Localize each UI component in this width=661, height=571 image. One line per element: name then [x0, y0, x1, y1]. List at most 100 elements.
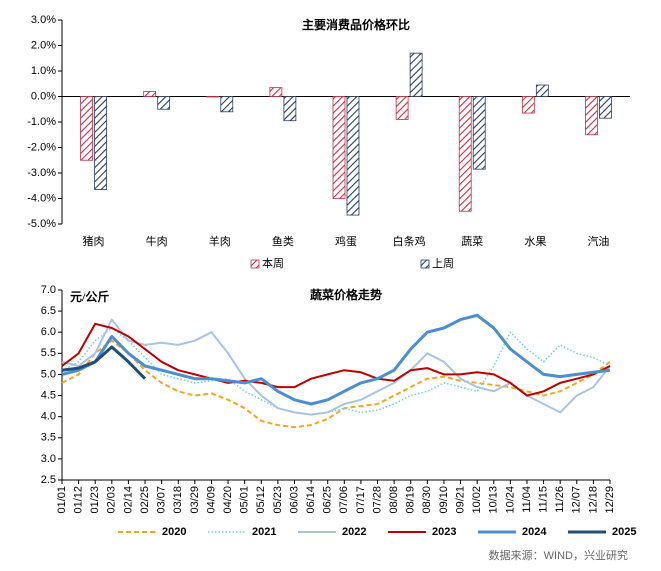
- legend-label: 2022: [342, 526, 366, 538]
- x-tick-label: 03/29: [189, 486, 201, 514]
- y-tick-label: -4.0%: [27, 192, 56, 204]
- x-tick-label: 03/07: [156, 486, 168, 514]
- legend-swatch: [420, 259, 430, 269]
- x-tick-label: 06/14: [305, 486, 317, 514]
- legend-label: 2025: [612, 526, 636, 538]
- legend-label: 2024: [522, 526, 547, 538]
- bar: [143, 91, 157, 97]
- series-line: [61, 322, 611, 397]
- y-tick-label: 7.0: [41, 284, 56, 296]
- x-tick-label: 08/08: [388, 486, 400, 514]
- x-tick-label: 07/17: [355, 486, 367, 514]
- x-tick-label: 12/29: [604, 486, 616, 514]
- y-tick-label: 3.0: [41, 453, 56, 465]
- x-tick-label: 03/18: [172, 486, 184, 514]
- y-tick-label: 5.5: [41, 347, 56, 359]
- bar: [409, 52, 423, 97]
- x-tick-label: 12/07: [571, 486, 583, 514]
- bar: [521, 96, 535, 114]
- x-tick-label: 鸡蛋: [335, 234, 357, 248]
- x-tick-label: 10/24: [504, 486, 516, 514]
- y-tick-label: -5.0%: [27, 218, 56, 230]
- legend-label: 上周: [432, 257, 454, 270]
- x-tick-label: 02/14: [122, 486, 134, 514]
- bar: [269, 87, 283, 97]
- chart-title: 蔬菜价格走势: [310, 287, 382, 302]
- bar: [346, 96, 360, 216]
- x-tick-label: 09/10: [438, 486, 450, 514]
- series-line: [61, 327, 611, 416]
- y-tick-label: 6.0: [41, 326, 56, 338]
- bar: [157, 96, 171, 110]
- bar: [220, 96, 234, 113]
- x-tick-label: 09/21: [454, 486, 466, 514]
- y-tick-label: 3.5: [41, 432, 56, 444]
- x-tick-label: 蔬菜: [461, 235, 483, 248]
- y-tick-label: 6.5: [41, 305, 56, 317]
- bar: [472, 96, 486, 170]
- bar: [332, 96, 346, 199]
- bar: [599, 96, 612, 119]
- y-tick-label: -1.0%: [27, 116, 56, 128]
- x-tick-label: 白条鸡: [393, 234, 426, 248]
- y-tick-label: -3.0%: [27, 167, 56, 179]
- bar: [94, 96, 107, 190]
- y-axis-label: 元/公斤: [70, 289, 109, 304]
- x-tick-label: 01/01: [56, 486, 68, 514]
- x-tick-label: 牛肉: [146, 234, 168, 248]
- bar: [80, 96, 93, 161]
- x-tick-label: 07/28: [371, 486, 383, 514]
- y-tick-label: 3.0%: [31, 14, 56, 26]
- legend-label: 本周: [262, 256, 284, 270]
- x-tick-label: 08/19: [405, 486, 417, 514]
- y-tick-label: 1.0%: [31, 65, 56, 77]
- x-tick-label: 11/15: [537, 486, 549, 513]
- x-tick-label: 02/25: [139, 486, 151, 514]
- bar: [585, 96, 598, 136]
- x-tick-label: 07/06: [338, 486, 350, 514]
- x-tick-label: 11/04: [521, 486, 533, 513]
- y-tick-label: 4.5: [41, 389, 56, 401]
- bar: [458, 96, 472, 212]
- x-tick-label: 羊肉: [209, 234, 231, 248]
- bar: [535, 84, 549, 97]
- x-tick-label: 01/23: [89, 486, 101, 514]
- x-tick-label: 猪肉: [83, 235, 105, 248]
- x-tick-label: 12/18: [587, 486, 599, 514]
- y-tick-label: -2.0%: [27, 141, 56, 153]
- series-line: [61, 313, 611, 406]
- x-tick-label: 水果: [524, 235, 546, 248]
- legend-label: 2023: [432, 526, 456, 538]
- x-tick-label: 06/25: [322, 486, 334, 514]
- x-tick-label: 05/01: [239, 486, 251, 514]
- y-tick-label: 2.0%: [31, 39, 56, 51]
- x-tick-label: 汽油: [587, 234, 609, 248]
- x-tick-label: 05/12: [255, 486, 267, 514]
- legend-label: 2021: [252, 526, 276, 538]
- x-tick-label: 05/23: [272, 486, 284, 514]
- x-tick-label: 02/03: [106, 486, 118, 514]
- y-tick-label: 0.0%: [31, 90, 56, 102]
- legend-label: 2020: [162, 526, 186, 538]
- x-tick-label: 鱼类: [272, 234, 294, 248]
- bar: [206, 96, 220, 98]
- x-tick-label: 04/09: [205, 486, 217, 514]
- bar: [283, 96, 297, 122]
- x-tick-label: 10/13: [488, 486, 500, 514]
- x-tick-label: 08/30: [421, 486, 433, 514]
- x-tick-label: 01/12: [73, 486, 85, 514]
- series-line: [61, 339, 611, 429]
- x-tick-label: 06/03: [288, 486, 300, 514]
- y-tick-label: 2.5: [41, 474, 56, 486]
- x-tick-label: 04/20: [222, 486, 234, 514]
- y-tick-label: 5.0: [41, 368, 56, 380]
- chart-title: 主要消费品价格环比: [302, 17, 410, 32]
- series-line: [61, 345, 147, 380]
- y-tick-label: 4.0: [41, 411, 56, 423]
- bar: [395, 96, 409, 120]
- x-tick-label: 10/02: [471, 486, 483, 514]
- legend-swatch: [250, 259, 260, 269]
- source: 数据来源：WIND，兴业研究: [489, 548, 628, 562]
- x-tick-label: 11/26: [554, 486, 566, 513]
